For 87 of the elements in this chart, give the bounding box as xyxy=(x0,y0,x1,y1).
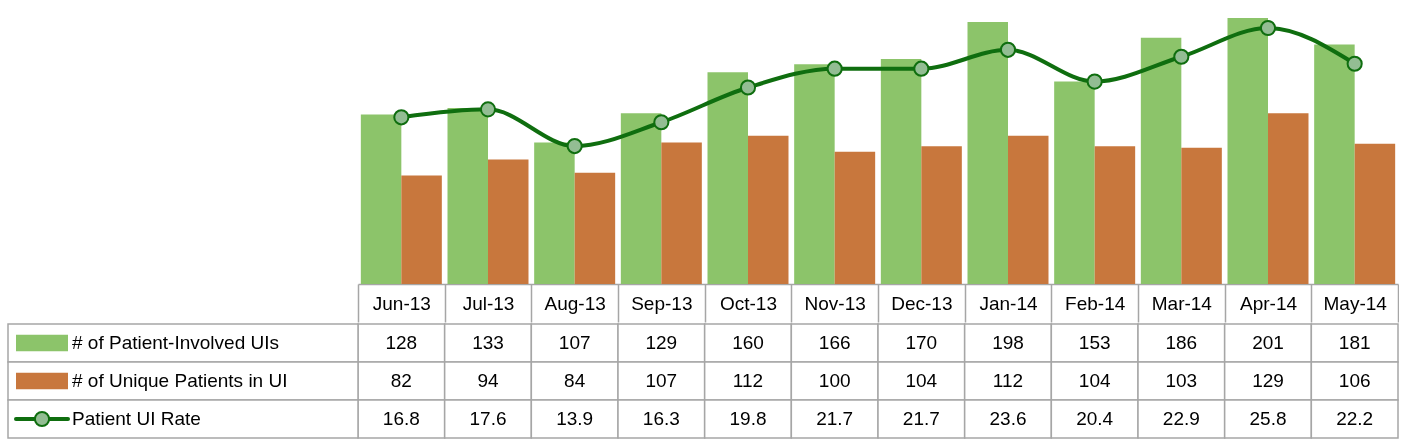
x-tick-label: Mar-14 xyxy=(1151,292,1213,314)
x-tick-label: May-14 xyxy=(1323,292,1388,314)
point xyxy=(479,101,497,118)
bar xyxy=(880,59,922,284)
point xyxy=(999,41,1017,58)
point xyxy=(1086,73,1103,90)
bar xyxy=(661,142,702,284)
x-tick-label: Jul-13 xyxy=(462,292,515,314)
x-tick-label: Aug-13 xyxy=(544,292,606,314)
bar xyxy=(1140,37,1182,284)
bar xyxy=(921,146,962,284)
x-tick-label: Apr-14 xyxy=(1239,292,1298,314)
data-label: 129 xyxy=(1252,370,1284,391)
data-label: 153 xyxy=(1078,332,1111,353)
legend-label: Patient UI Rate xyxy=(72,408,201,429)
point xyxy=(566,138,583,155)
data-label: 21.7 xyxy=(902,408,940,429)
data-label: 181 xyxy=(1338,332,1371,353)
data-label: 133 xyxy=(472,332,504,353)
bar xyxy=(360,114,402,284)
bar xyxy=(1227,18,1268,284)
data-label: 107 xyxy=(558,332,591,353)
data-label: 160 xyxy=(732,332,764,353)
x-tick-label: Feb-14 xyxy=(1065,292,1126,314)
data-label: 104 xyxy=(1078,370,1111,391)
data-label: 22.9 xyxy=(1162,408,1200,429)
point xyxy=(393,109,410,126)
data-label: 166 xyxy=(818,332,851,353)
data-label: 129 xyxy=(645,332,678,353)
data-label: 103 xyxy=(1165,370,1198,391)
bar xyxy=(834,151,876,284)
data-label: 186 xyxy=(1165,332,1198,353)
bar xyxy=(1314,44,1355,284)
bar xyxy=(1181,147,1222,284)
bar xyxy=(794,64,835,284)
data-label: 112 xyxy=(732,370,764,391)
x-tick-label: Jun-13 xyxy=(372,292,431,314)
x-tick-label: Dec-13 xyxy=(891,292,953,314)
data-label: 21.7 xyxy=(816,408,854,429)
bar xyxy=(1094,146,1136,284)
legend-label: # of Patient-Involved UIs xyxy=(72,332,279,353)
bar xyxy=(707,72,748,284)
x-tick-label: Sep-13 xyxy=(631,292,693,314)
x-tick-label: Jan-14 xyxy=(979,292,1038,314)
data-label: 16.8 xyxy=(382,408,420,429)
data-label: 94 xyxy=(477,370,499,391)
data-label: 84 xyxy=(564,370,586,391)
bar xyxy=(574,172,616,284)
bar xyxy=(1054,81,1095,284)
x-tick-label: Oct-13 xyxy=(719,292,778,314)
data-label: 13.9 xyxy=(556,408,594,429)
data-label: 106 xyxy=(1338,370,1371,391)
data-label: 23.6 xyxy=(989,408,1027,429)
data-label: 201 xyxy=(1252,332,1284,353)
data-label: 25.8 xyxy=(1249,408,1287,429)
x-tick-label: Nov-13 xyxy=(804,292,866,314)
data-label: 16.3 xyxy=(642,408,680,429)
bar xyxy=(534,142,575,284)
bar xyxy=(401,175,442,284)
bar xyxy=(488,159,529,284)
point xyxy=(1346,55,1363,72)
data-label: 100 xyxy=(818,370,851,391)
data-label: 17.6 xyxy=(469,408,507,429)
bar xyxy=(1268,113,1309,284)
point xyxy=(653,114,670,131)
bar xyxy=(1354,143,1396,284)
data-label: 104 xyxy=(905,370,938,391)
point xyxy=(913,60,930,77)
data-label: 20.4 xyxy=(1076,408,1114,429)
point xyxy=(826,60,843,77)
bar xyxy=(967,21,1008,284)
legend-label: # of Unique Patients in UI xyxy=(72,370,288,391)
data-label: 128 xyxy=(385,332,418,353)
point xyxy=(1173,48,1190,65)
data-label: 170 xyxy=(905,332,938,353)
bar xyxy=(748,135,789,284)
data-label: 19.8 xyxy=(729,408,767,429)
bar xyxy=(620,113,662,284)
point xyxy=(1259,19,1277,37)
data-label: 82 xyxy=(390,370,412,391)
data-label: 198 xyxy=(992,332,1024,353)
data-label: 107 xyxy=(645,370,678,391)
bar xyxy=(447,107,488,284)
point xyxy=(739,79,757,96)
data-label: 112 xyxy=(992,370,1024,391)
data-label: 22.2 xyxy=(1336,408,1374,429)
bar xyxy=(1008,135,1049,284)
